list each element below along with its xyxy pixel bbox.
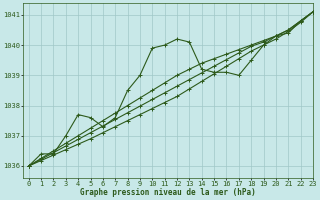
X-axis label: Graphe pression niveau de la mer (hPa): Graphe pression niveau de la mer (hPa) — [80, 188, 256, 197]
